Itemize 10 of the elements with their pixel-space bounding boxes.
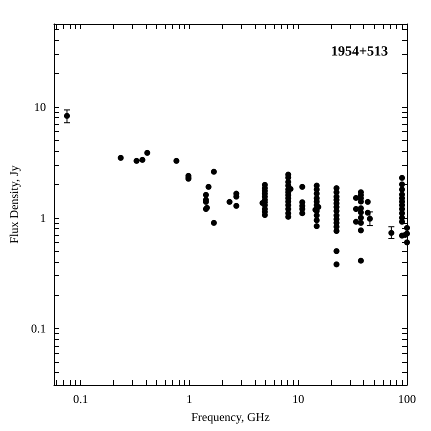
y-tick-label: 10 (34, 100, 46, 114)
x-tick-label: 100 (398, 392, 416, 406)
x-axis-title: Frequency, GHz (191, 410, 270, 424)
x-tick-label: 10 (292, 392, 304, 406)
text: 1954+513 (331, 44, 388, 60)
y-tick-label: 0.1 (31, 322, 46, 336)
x-tick-label: 1 (186, 392, 192, 406)
x-tick-label: 0.1 (73, 392, 88, 406)
y-axis-title: Flux Density, Jy (7, 165, 21, 244)
y-tick-label: 1 (40, 210, 46, 225)
